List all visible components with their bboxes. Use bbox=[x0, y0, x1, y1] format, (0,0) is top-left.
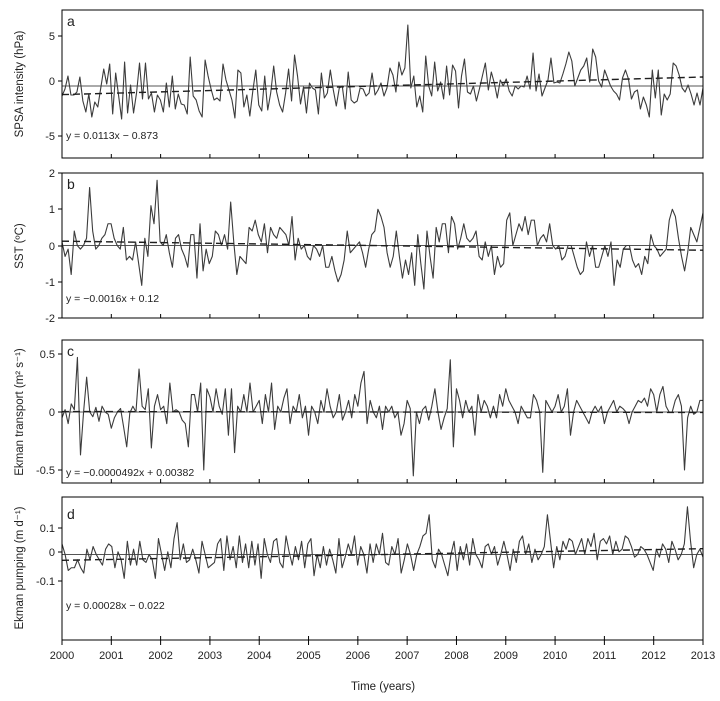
panel-a-y-tick-label: -5 bbox=[45, 131, 55, 143]
x-tick-label: 2007 bbox=[395, 650, 419, 662]
panel-c-y-tick-label: 0 bbox=[49, 407, 55, 419]
panel-a-trend-equation: y = 0.0113x − 0.873 bbox=[66, 130, 158, 142]
panel-c: c y = −0.0000492x + 0.00382 0.5 0 -0.5 E… bbox=[14, 339, 704, 484]
panel-a-y-tick-label: 5 bbox=[49, 31, 55, 43]
x-tick-label: 2001 bbox=[99, 650, 123, 662]
x-tick-label: 2003 bbox=[198, 650, 222, 662]
panel-a-frame bbox=[61, 9, 704, 159]
panel-c-y-tick-label: -0.5 bbox=[36, 465, 55, 477]
panel-d-series-line bbox=[62, 506, 703, 579]
x-tick-label: 2008 bbox=[444, 650, 468, 662]
x-tick-label: 2009 bbox=[494, 650, 518, 662]
panel-a-letter: a bbox=[67, 13, 75, 29]
x-tick-label: 2011 bbox=[593, 650, 617, 662]
x-tick-label: 2010 bbox=[543, 650, 567, 662]
panel-c-y-axis-label: Ekman transport (m² s⁻¹) bbox=[14, 348, 26, 476]
panel-b-y-tick-label: -1 bbox=[45, 277, 55, 289]
x-tick-label: 2012 bbox=[641, 650, 665, 662]
panel-d-y-ticks: 0.1 0 -0.1 bbox=[36, 523, 62, 588]
panel-c-series-line bbox=[62, 356, 703, 477]
panel-b-trend-line bbox=[62, 240, 703, 251]
x-tick-label: 2004 bbox=[247, 650, 271, 662]
panel-a-series-line bbox=[62, 24, 703, 120]
panel-c-trend-line bbox=[62, 410, 703, 414]
panel-d-frame bbox=[61, 496, 704, 641]
panel-d-plot bbox=[61, 506, 704, 640]
panel-a-trend-line bbox=[62, 76, 703, 96]
panel-d-letter: d bbox=[67, 506, 75, 522]
panel-d-trend-equation: y = 0.00028x − 0.022 bbox=[66, 600, 165, 612]
panel-d: d y = 0.00028x − 0.022 0.1 0 -0.1 Ekman … bbox=[14, 496, 704, 641]
panel-b-y-tick-label: -2 bbox=[45, 313, 55, 325]
x-tick-label: 2013 bbox=[691, 650, 715, 662]
panel-a-y-tick-label: 0 bbox=[49, 76, 55, 88]
panel-c-y-ticks: 0.5 0 -0.5 bbox=[36, 349, 62, 477]
panel-a-y-ticks: 5 0 -5 bbox=[45, 31, 62, 143]
panel-a-plot bbox=[61, 24, 704, 158]
panel-c-trend-equation: y = −0.0000492x + 0.00382 bbox=[66, 467, 194, 479]
panel-b-y-ticks: 2 1 0 -1 -2 bbox=[45, 168, 62, 325]
panel-b: b y = −0.0016x + 0.12 2 1 0 -1 -2 SST (º… bbox=[14, 168, 704, 325]
panel-c-letter: c bbox=[67, 343, 74, 359]
x-tick-label: 2000 bbox=[50, 650, 74, 662]
panel-b-letter: b bbox=[67, 176, 75, 192]
panel-a: a y = 0.0113x − 0.873 5 0 -5 SPSA intens… bbox=[14, 9, 704, 159]
x-tick-label: 2005 bbox=[296, 650, 320, 662]
panel-b-y-axis-label: SST (ºC) bbox=[14, 223, 26, 269]
panel-b-series-line bbox=[62, 179, 703, 290]
panel-d-y-tick-label: 0.1 bbox=[40, 523, 55, 535]
panel-b-y-tick-label: 0 bbox=[49, 241, 55, 253]
x-tick-label: 2002 bbox=[148, 650, 172, 662]
panel-b-y-tick-label: 1 bbox=[49, 204, 55, 216]
x-axis: 2000 2001 2002 2003 2004 2005 2006 2007 2008 2009… bbox=[50, 640, 715, 662]
panel-b-plot bbox=[61, 179, 704, 318]
x-axis-label: Time (years) bbox=[351, 681, 415, 693]
panel-d-y-axis-label: Ekman pumping (m d⁻¹) bbox=[14, 506, 26, 629]
panel-a-y-axis-label: SPSA intensity (hPa) bbox=[14, 30, 26, 137]
panel-d-y-tick-label: 0 bbox=[49, 547, 55, 559]
panel-b-y-tick-label: 2 bbox=[49, 168, 55, 180]
panel-c-y-tick-label: 0.5 bbox=[40, 349, 55, 361]
panel-c-plot bbox=[61, 356, 704, 483]
panel-d-y-tick-label: -0.1 bbox=[36, 576, 55, 588]
panel-b-trend-equation: y = −0.0016x + 0.12 bbox=[66, 293, 159, 305]
x-tick-label: 2006 bbox=[346, 650, 370, 662]
panel-d-trend-line bbox=[62, 547, 703, 562]
